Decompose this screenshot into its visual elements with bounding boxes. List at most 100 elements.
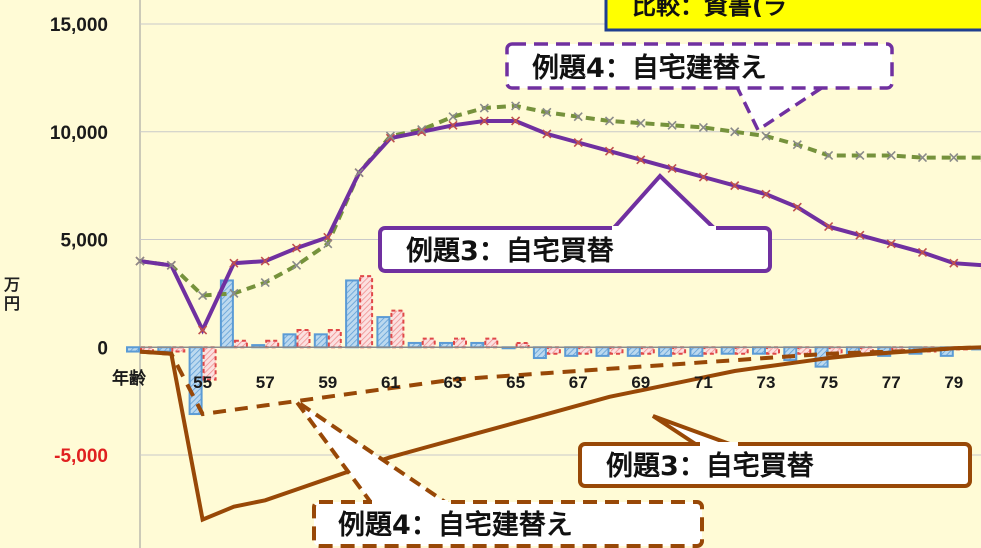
data-point <box>792 140 802 150</box>
data-point <box>698 172 708 182</box>
data-point <box>229 288 239 298</box>
x-tick-label: 67 <box>569 373 588 392</box>
data-point <box>824 150 834 161</box>
x-tick-label: 77 <box>882 373 901 392</box>
data-point <box>542 129 552 139</box>
y-tick-label: 15,000 <box>50 15 108 36</box>
data-point <box>730 127 740 137</box>
data-point <box>291 260 302 270</box>
series-solid-purple <box>139 119 981 335</box>
callout-pointer <box>612 176 716 230</box>
data-point <box>886 239 896 249</box>
callout-label: 例題4：自宅建替え <box>338 509 573 541</box>
title-banner <box>604 0 981 32</box>
y-unit-label: 万 <box>3 275 20 294</box>
y-tick-label: 5,000 <box>60 231 108 252</box>
bar-red <box>202 346 217 381</box>
callout-label: 例題3：自宅買替 <box>406 235 615 267</box>
callout-pointer-border <box>294 399 450 506</box>
data-point <box>730 181 740 191</box>
data-point <box>135 256 145 266</box>
callout-box <box>505 42 894 90</box>
x-tick-label: 59 <box>318 373 337 392</box>
callout-label: 例題4：自宅建替え <box>532 52 767 84</box>
bar-blue <box>595 346 610 357</box>
data-point <box>511 116 521 126</box>
data-point <box>479 103 489 113</box>
data-point <box>542 107 552 117</box>
data-point <box>417 125 427 135</box>
bar-red <box>703 346 718 355</box>
x-tick-label: 57 <box>256 373 275 392</box>
x-tick-label: 71 <box>694 373 713 392</box>
callout-box <box>312 500 704 548</box>
title-text: 比較：資書(ラ <box>632 0 787 20</box>
bar-blue <box>376 316 391 349</box>
x-tick-label: 75 <box>819 373 838 392</box>
data-point <box>166 260 176 270</box>
data-point <box>667 163 677 173</box>
data-point <box>417 127 427 137</box>
data-point <box>761 131 771 141</box>
y-tick-label: 10,000 <box>50 123 108 144</box>
series-dashed-brown <box>139 345 981 417</box>
data-point <box>886 150 896 161</box>
data-point <box>291 243 302 253</box>
data-point <box>448 112 458 122</box>
bar-red <box>672 346 687 355</box>
bar-blue <box>626 346 641 357</box>
x-tick-label: 61 <box>381 373 400 392</box>
x-tick-label: 69 <box>631 373 650 392</box>
data-point <box>761 189 771 199</box>
data-point <box>323 232 333 242</box>
bar-blue <box>689 346 704 357</box>
bar-blue <box>752 346 766 355</box>
data-point <box>824 222 834 232</box>
series-dashed-green <box>139 103 981 298</box>
data-point <box>448 120 458 130</box>
callout-pointer-border <box>610 173 718 232</box>
series-solid-brown <box>139 345 981 523</box>
data-point <box>792 202 802 212</box>
data-point <box>354 168 364 178</box>
data-point <box>917 153 928 163</box>
data-point <box>198 325 208 335</box>
bar-red <box>171 346 186 353</box>
x-tick-label: 55 <box>193 373 212 392</box>
data-point <box>229 258 239 268</box>
x-tick-label: 73 <box>757 373 776 392</box>
data-point <box>949 258 959 268</box>
bar-red <box>734 346 749 355</box>
data-point <box>198 290 208 301</box>
data-point <box>260 278 270 288</box>
data-point <box>323 239 333 249</box>
data-point <box>260 256 270 266</box>
x-axis-name: 年齢 <box>112 368 147 388</box>
data-point <box>917 247 928 257</box>
bar-blue <box>720 346 735 355</box>
x-tick-label: 65 <box>506 373 525 392</box>
bar-red <box>609 346 624 355</box>
bar-red <box>359 275 374 349</box>
callout-box <box>578 442 972 488</box>
bar-red <box>640 346 655 355</box>
bar-red <box>766 346 780 355</box>
callout-pointer-border <box>651 414 739 449</box>
data-point <box>604 116 615 126</box>
data-point <box>573 137 583 148</box>
callout-box <box>378 226 772 273</box>
bar-blue <box>313 333 328 349</box>
bar-red <box>453 337 467 349</box>
data-point <box>573 112 583 122</box>
bar-blue <box>126 346 140 353</box>
bar-blue <box>345 279 360 349</box>
bar-red <box>421 337 436 349</box>
bar-red <box>390 309 405 349</box>
bar-red <box>797 346 812 355</box>
bar-red <box>484 337 499 349</box>
bar-blue <box>282 333 297 349</box>
bar-red <box>546 346 561 355</box>
data-point <box>511 101 521 111</box>
bar-red <box>578 346 593 355</box>
